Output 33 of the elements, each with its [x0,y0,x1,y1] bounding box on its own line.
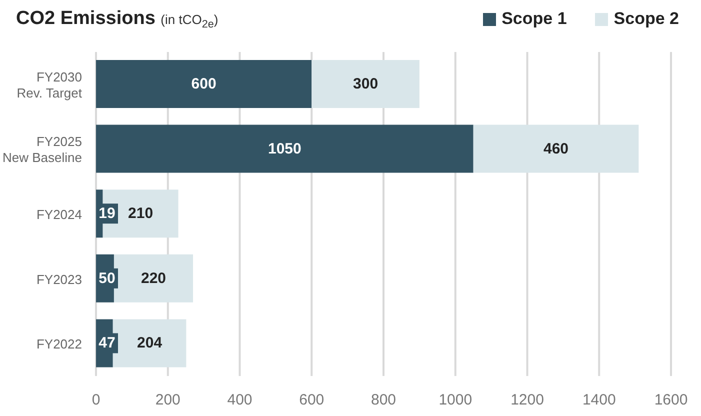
bar [473,124,639,173]
bar [114,254,194,302]
chart-subtitle: (in tCO$_{2e}$) [160,12,218,31]
x-tick-label: 1000 [438,392,472,409]
bar [96,124,474,173]
data-label: 460 [543,140,569,158]
legend-label: Scope 1 [500,9,567,29]
data-label: 300 [353,76,378,92]
data-label: 220 [140,270,166,287]
y-tick-label: FY2025 New Baseline [2,134,82,165]
data-label: 19 [98,205,116,222]
data-label: 210 [128,205,154,222]
data-label: 47 [98,334,116,352]
x-tick-label: 0 [92,392,100,409]
x-tick-label: 200 [155,392,180,409]
y-tick-label: FY2022 [36,336,82,352]
y-tick-label: FY2030 Rev. Target [16,68,82,100]
data-label: 204 [137,334,163,352]
bar [312,60,420,108]
y-tick-label: FY2023 [36,271,82,286]
x-tick-label: 800 [370,392,396,409]
data-label: 600 [191,76,216,92]
bar [96,60,312,108]
legend-label: Scope 2 [612,9,679,29]
x-tick-label: 1400 [582,392,616,409]
x-tick-label: 600 [299,392,324,409]
data-label: 50 [98,270,116,287]
x-tick-label: 1200 [510,392,544,409]
y-tick-label: FY2024 [36,206,82,222]
chart-title: CO2 Emissions [16,8,156,29]
data-label: 1050 [268,140,302,158]
x-tick-label: 400 [227,392,252,409]
x-tick-label: 1600 [654,392,688,409]
